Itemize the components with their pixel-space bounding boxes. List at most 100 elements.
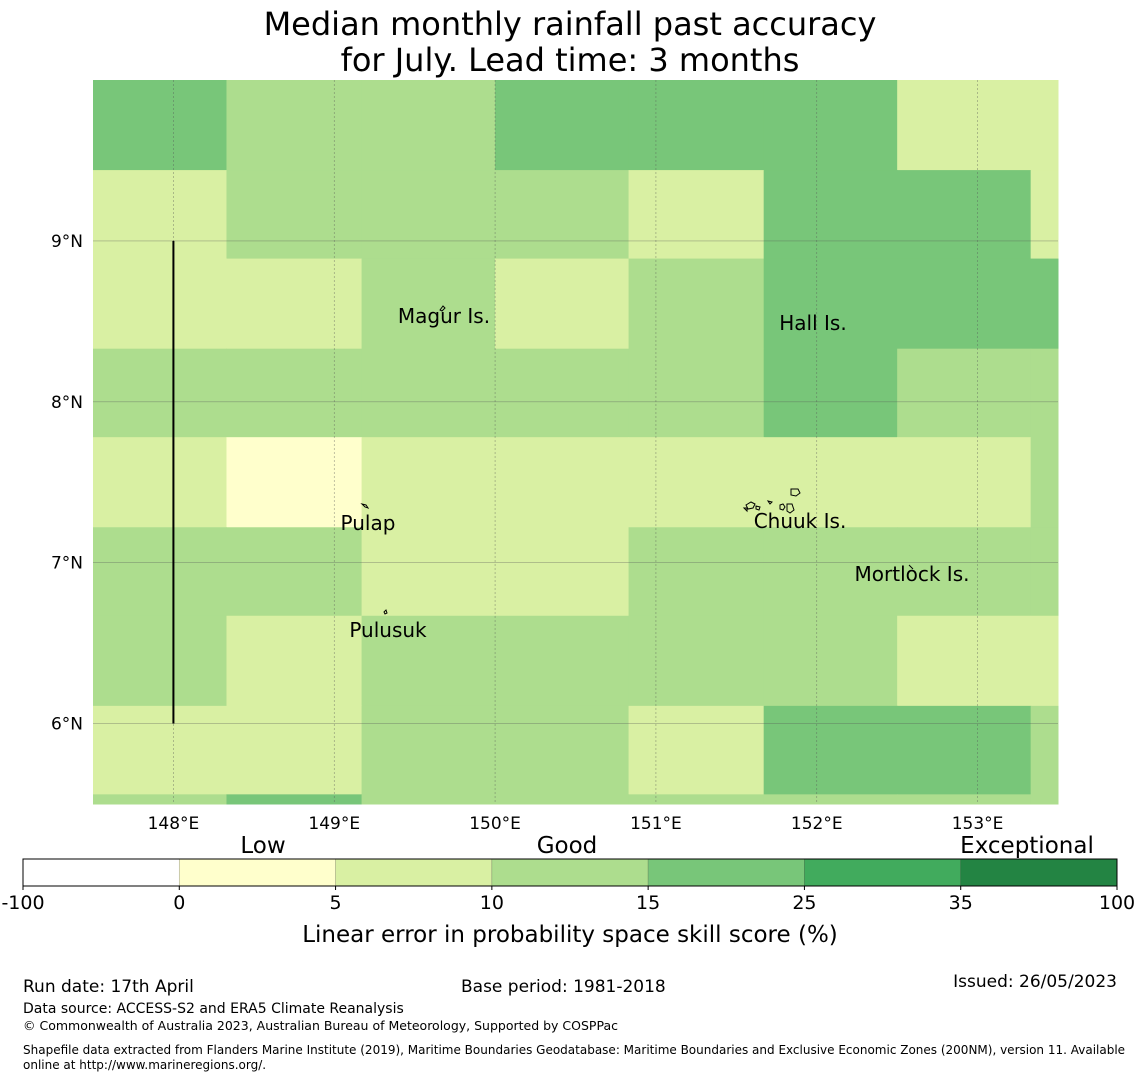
colorbar-segment [960,858,1118,887]
pulap-island-shape [360,503,370,509]
lat-tick-label: 9°N [51,232,83,252]
grid-cell [897,258,1032,350]
colorbar-tick-label: 10 [480,892,504,914]
grid-cell [897,794,1032,805]
grid-cell [495,170,630,260]
lat-tick-label: 6°N [51,715,83,735]
place-label-mortlock: Mortlock Is. [855,562,970,586]
colorbar-tick-label: 25 [792,892,816,914]
grid-cell [361,170,496,260]
grid-cell [763,705,898,795]
grid-cell [897,348,1032,438]
grid-cell [226,794,363,805]
grid-cell [628,258,765,350]
colorbar-segment [491,858,649,887]
latitude-tick-labels: 9°N 8°N 7°N 6°N [51,232,83,735]
grid-cell [226,437,363,528]
grid-cell [93,794,227,805]
map-figure: 148°E 149°E 150°E 151°E 152°E 153°E 9°N 8°N 7°N… [1,80,1135,948]
map-title: Median monthly rainfall past accuracy fo… [0,6,1140,78]
lat-tick-label: 8°N [51,393,83,413]
place-label-pulap: Pulap [341,511,396,535]
grid-cell [93,705,227,795]
grid-cell [1030,794,1059,805]
colorbar-segment [804,858,962,887]
colorbar-frame [22,858,1118,887]
colorbar-tick-label: 100 [1099,892,1135,914]
grid-cell [897,527,1032,617]
longitude-tick-labels: 148°E 149°E 150°E 151°E 152°E 153°E [148,814,1004,834]
grid-cell [628,794,765,805]
grid-cell [361,437,496,528]
grid-cell [897,80,1032,171]
grid-cell [897,615,1032,707]
grid-cell [763,258,898,350]
grid-cell [1030,527,1059,617]
grid-cell [495,705,630,795]
grid-cell [226,615,363,707]
grid-cell [897,705,1032,795]
grid-cell [495,258,630,350]
colorbar-tick-label: -100 [1,892,44,914]
colorbar-category-low: Low [240,833,285,859]
map-title-line-1: Median monthly rainfall past accuracy [263,5,877,43]
skill-grid [93,80,1059,805]
copyright-notice: © Commonwealth of Australia 2023, Austra… [23,1018,618,1033]
mortlock-island-shape [908,564,914,570]
colorbar-segment [22,858,180,887]
grid-cell [495,80,630,171]
grid-cell [495,348,630,438]
grid-cell [495,527,630,617]
grid-cell [93,348,227,438]
grid-cell [361,258,496,350]
grid-cell [226,258,363,350]
lon-tick-label: 150°E [469,814,521,834]
map-title-line-2: for July. Lead time: 3 months [340,41,800,79]
colorbar-segment [647,858,805,887]
grid-cell [495,615,630,707]
grid-cell [93,258,227,350]
grid-cell [361,705,496,795]
lon-tick-label: 152°E [791,814,843,834]
grid-cell [763,348,898,438]
shapefile-credit: Shapefile data extracted from Flanders M… [23,1043,1126,1072]
base-period: Base period: 1981-2018 [461,977,666,997]
grid-cell [361,348,496,438]
place-label-chuuk: Chuuk Is. [754,509,847,533]
grid-cell [1030,258,1059,350]
colorbar-tick-label: 35 [949,892,973,914]
lat-tick-label: 7°N [51,554,83,574]
graticule [93,80,1058,804]
grid-cell [93,527,227,617]
grid-cell [763,527,898,617]
colorbar-axis-label: Linear error in probability space skill … [302,922,838,948]
grid-cell [1030,348,1059,438]
colorbar-tick-label: 15 [636,892,660,914]
colorbar-segment [335,858,493,887]
place-label-hall: Hall Is. [779,311,846,335]
grid-cell [763,615,898,707]
grid-cell [763,437,898,528]
grid-cell [628,170,765,260]
grid-cell [628,348,765,438]
grid-cell [1030,170,1059,260]
grid-cell [628,80,765,171]
magur-island-shape [439,305,446,312]
place-label-magur: Magur Is. [398,304,490,328]
grid-cell [628,615,765,707]
grid-cell [93,170,227,260]
grid-cell [226,170,363,260]
grid-cell [495,794,630,805]
chuuk-lagoon-islands [742,488,801,514]
colorbar [22,858,1118,887]
grid-cell [226,527,363,617]
colorbar-tick-label: 5 [330,892,342,914]
grid-cell [93,80,227,171]
grid-cell [495,437,630,528]
colorbar-category-exceptional: Exceptional [960,833,1094,859]
grid-cell [1030,80,1059,171]
lon-tick-label: 151°E [630,814,682,834]
grid-cell [93,437,227,528]
grid-cell [628,705,765,795]
grid-cell [226,80,363,171]
